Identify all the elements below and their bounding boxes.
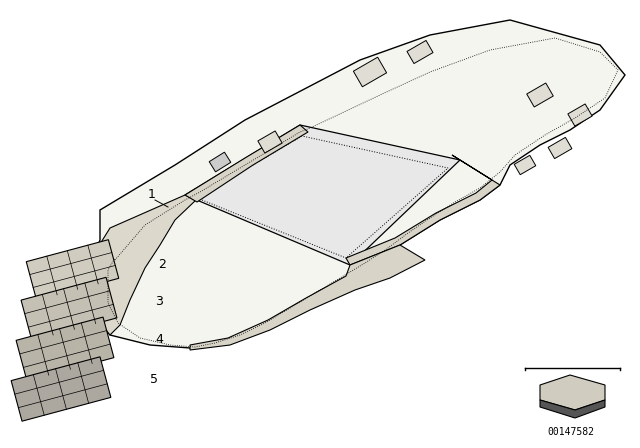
- Polygon shape: [185, 125, 460, 265]
- Text: 00147582: 00147582: [547, 427, 594, 437]
- FancyBboxPatch shape: [568, 104, 592, 126]
- FancyBboxPatch shape: [11, 357, 111, 421]
- FancyBboxPatch shape: [548, 138, 572, 159]
- FancyBboxPatch shape: [353, 57, 387, 87]
- Polygon shape: [90, 195, 196, 335]
- FancyBboxPatch shape: [16, 317, 114, 381]
- Text: 2: 2: [158, 258, 166, 271]
- FancyBboxPatch shape: [209, 152, 231, 172]
- FancyBboxPatch shape: [527, 83, 553, 107]
- FancyBboxPatch shape: [258, 131, 282, 153]
- FancyBboxPatch shape: [21, 277, 117, 340]
- Polygon shape: [90, 20, 625, 348]
- Text: 4: 4: [155, 333, 163, 346]
- FancyBboxPatch shape: [514, 155, 536, 175]
- Polygon shape: [185, 125, 308, 202]
- Polygon shape: [346, 155, 500, 265]
- Polygon shape: [190, 245, 425, 350]
- Text: 5: 5: [150, 373, 158, 386]
- Text: 3: 3: [155, 295, 163, 308]
- Polygon shape: [540, 400, 605, 418]
- Text: 1: 1: [148, 188, 156, 201]
- Polygon shape: [540, 375, 605, 410]
- FancyBboxPatch shape: [26, 240, 119, 300]
- FancyBboxPatch shape: [407, 40, 433, 64]
